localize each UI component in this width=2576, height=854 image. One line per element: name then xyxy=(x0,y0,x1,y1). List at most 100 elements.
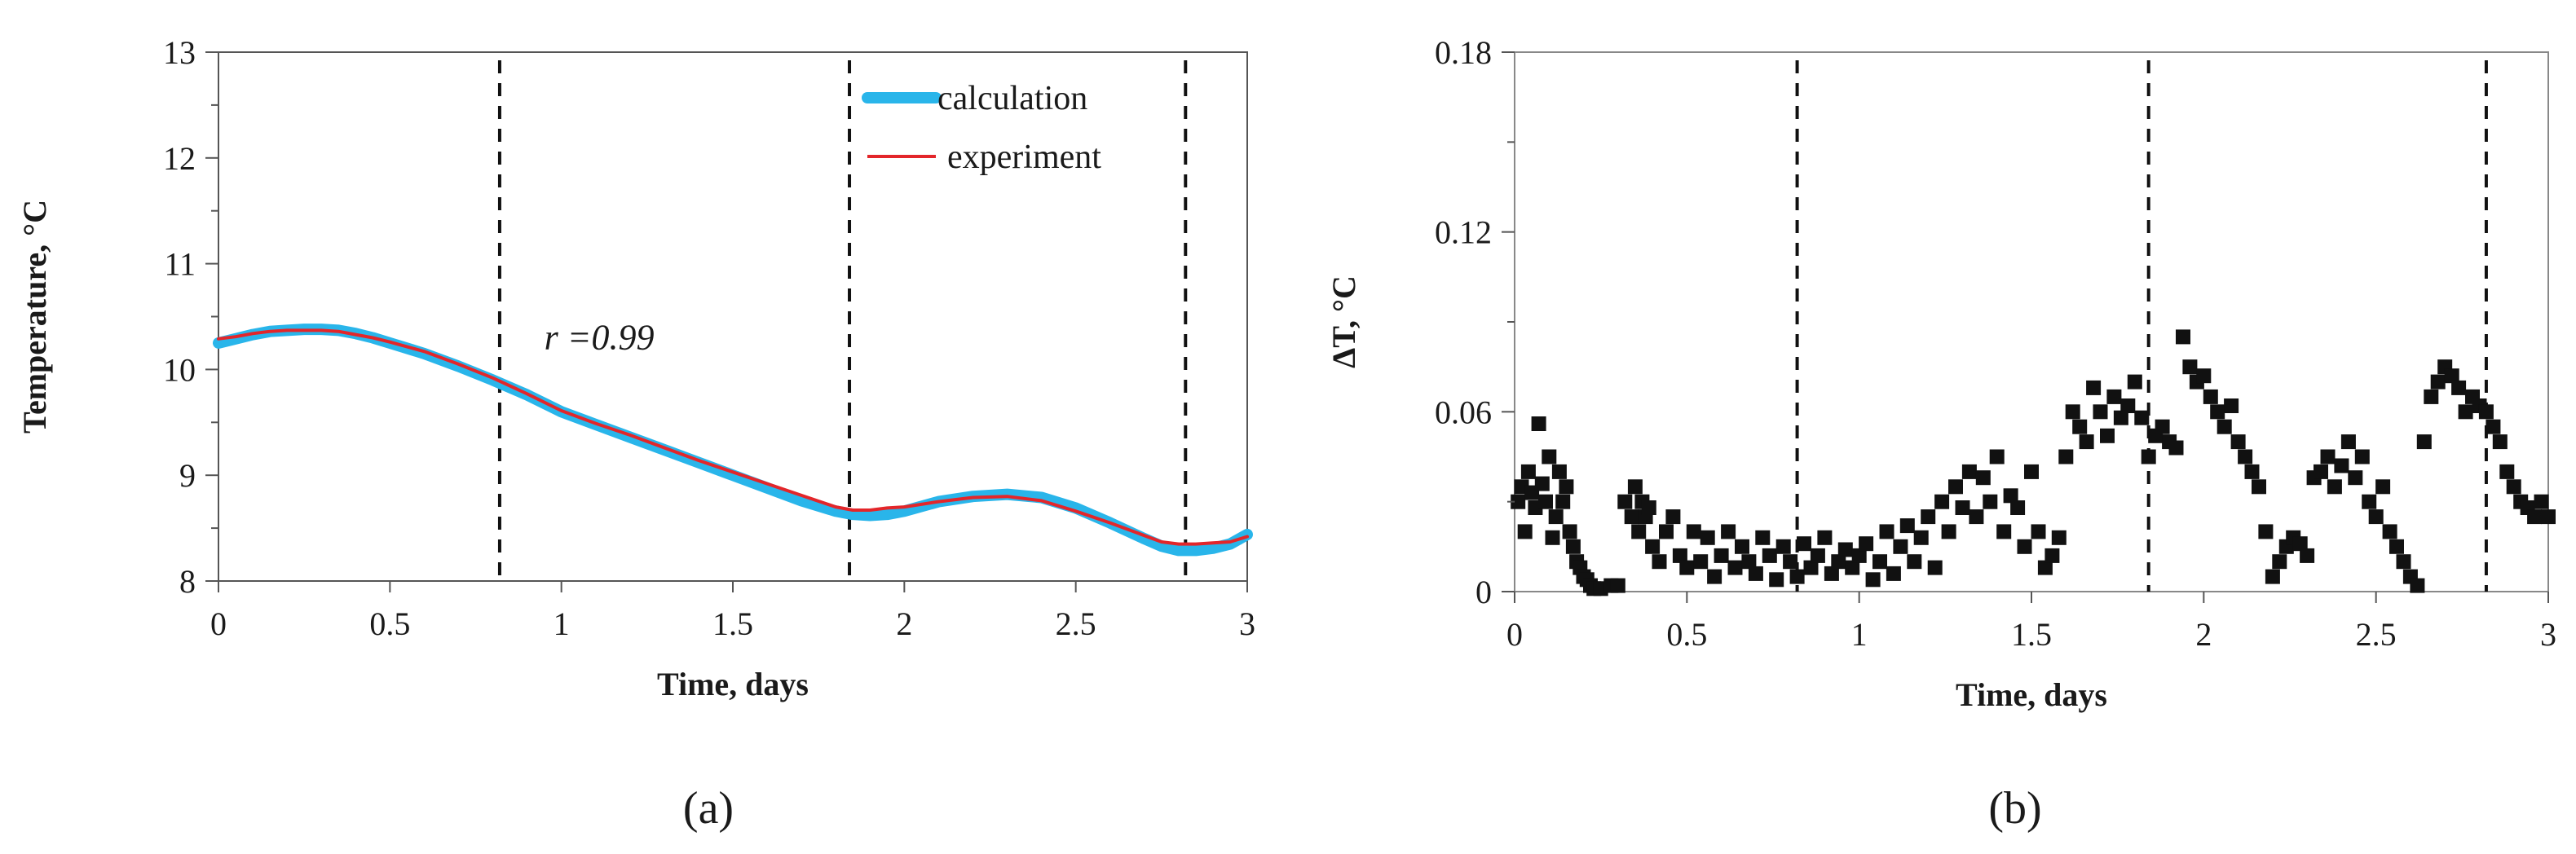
scatter-point xyxy=(1810,548,1825,563)
scatter-point xyxy=(1803,560,1819,575)
scatter-point xyxy=(1941,524,1956,539)
scatter-point xyxy=(2127,374,2142,390)
scatter-point xyxy=(1707,569,1722,584)
scatter-point xyxy=(1631,524,1647,539)
legend-label-calculation: calculation xyxy=(937,80,1087,117)
scatter-point xyxy=(1845,560,1860,575)
scatter-point xyxy=(2196,368,2212,384)
scatter-point xyxy=(1996,524,2012,539)
panel-label-b: (b) xyxy=(1988,783,2041,834)
scatter-point xyxy=(1817,530,1833,545)
scatter-point xyxy=(1913,530,1929,545)
scatter-point xyxy=(1531,416,1546,431)
scatter-point xyxy=(1886,566,1901,581)
scatter-point xyxy=(1775,539,1791,554)
y-tick-label: 12 xyxy=(163,140,196,177)
x-tick-label: 0 xyxy=(210,605,227,642)
y-axis-title-b: ΔT, °C xyxy=(1325,275,1362,368)
scatter-point xyxy=(2168,440,2184,456)
scatter-point xyxy=(2072,419,2088,434)
scatter-point xyxy=(2375,479,2391,495)
scatter-point xyxy=(2230,434,2246,450)
x-tick-label: 2 xyxy=(2195,616,2212,653)
axes-b xyxy=(1502,51,2549,603)
scatter-point xyxy=(1627,479,1643,495)
scatter-point xyxy=(1672,548,1687,563)
scatter-point xyxy=(2451,380,2467,395)
scatter-point xyxy=(2382,524,2397,539)
panel-a-temperature-chart: 8 9 10 11 12 13 0 0.5 1 1.5 2 2.5 3 Time, days Tempe… xyxy=(16,34,1255,834)
x-axis-title-b: Time, days xyxy=(1956,676,2107,713)
scatter-point xyxy=(2527,509,2543,525)
scatter-point xyxy=(1927,560,1943,575)
scatter-point xyxy=(2100,428,2115,443)
scatter-point xyxy=(1955,500,1970,515)
scatter-point xyxy=(1693,554,1709,570)
scatter-point xyxy=(1548,509,1564,525)
scatter-point xyxy=(1555,494,1571,509)
scatter-point xyxy=(1975,470,1991,486)
scatter-point xyxy=(1511,494,1526,509)
scatter-point xyxy=(2265,569,2280,584)
scatter-point xyxy=(1748,566,1763,581)
y-tick-label: 9 xyxy=(179,457,196,494)
tick-labels-a: 8 9 10 11 12 13 0 0.5 1 1.5 2 2.5 3 xyxy=(163,34,1255,642)
scatter-point xyxy=(1652,554,1667,570)
scatter-point xyxy=(2051,530,2067,545)
scatter-point xyxy=(2244,464,2260,479)
y-tick-label: 0.06 xyxy=(1435,394,1492,430)
scatter-point xyxy=(1961,464,1977,479)
scatter-point xyxy=(2300,548,2315,563)
scatter-point xyxy=(1641,500,1656,515)
scatter-point xyxy=(2272,554,2287,570)
scatter-point xyxy=(2354,449,2370,464)
scatter-point xyxy=(1562,524,1577,539)
legend-a: calculation experiment xyxy=(862,80,1101,176)
scatter-point xyxy=(2031,524,2046,539)
scatter-point xyxy=(1659,524,1674,539)
scatter-point xyxy=(1851,548,1867,563)
scatter-point xyxy=(1520,464,1536,479)
x-tick-label: 0.5 xyxy=(369,605,410,642)
scatter-point xyxy=(2176,329,2190,345)
scatter-point xyxy=(1686,524,1701,539)
scatter-point xyxy=(2224,398,2239,413)
panel-b-delta-t-chart: 0 0.06 0.12 0.18 0 0.5 1 1.5 2 2.5 3 Time, days ΔT… xyxy=(1325,34,2556,834)
scatter-point xyxy=(2430,374,2446,390)
series-lines-a xyxy=(213,324,1253,557)
scatter-point xyxy=(1714,548,1729,563)
scatter-point xyxy=(2079,434,2094,450)
scatter-point xyxy=(2106,389,2122,404)
scatter-point xyxy=(2093,404,2108,420)
scatter-point xyxy=(1617,494,1633,509)
scatter-point xyxy=(2314,464,2328,479)
y-tick-label: 11 xyxy=(164,246,196,283)
y-axis-title-a: Temperature, °C xyxy=(16,200,53,434)
panel-label-a: (a) xyxy=(683,783,734,834)
scatter-point xyxy=(2348,470,2363,486)
scatter-point xyxy=(2258,524,2274,539)
scatter-point xyxy=(2334,458,2349,473)
vertical-dashed-lines-a xyxy=(497,60,1188,581)
scatter-point xyxy=(2410,578,2425,593)
scatter-point xyxy=(2492,434,2508,450)
scatter-point xyxy=(1679,560,1695,575)
scatter-point xyxy=(2389,539,2404,554)
scatter-point xyxy=(2416,434,2432,450)
series-line-experiment xyxy=(217,328,1249,546)
scatter-point xyxy=(2396,554,2411,570)
scatter-point xyxy=(1783,554,1798,570)
scatter-point xyxy=(1948,479,1963,495)
scatter-point xyxy=(1565,539,1581,554)
x-tick-label: 2 xyxy=(896,605,912,642)
scatter-point xyxy=(1879,524,1895,539)
scatter-point xyxy=(2486,419,2501,434)
scatter-point xyxy=(2478,404,2494,420)
scatter-point xyxy=(2362,494,2377,509)
scatter-point xyxy=(1645,539,1661,554)
scatter-point xyxy=(1735,539,1749,554)
x-tick-label: 1.5 xyxy=(2011,616,2052,653)
scatter-point xyxy=(1989,449,2005,464)
scatter-point xyxy=(1907,554,1922,570)
